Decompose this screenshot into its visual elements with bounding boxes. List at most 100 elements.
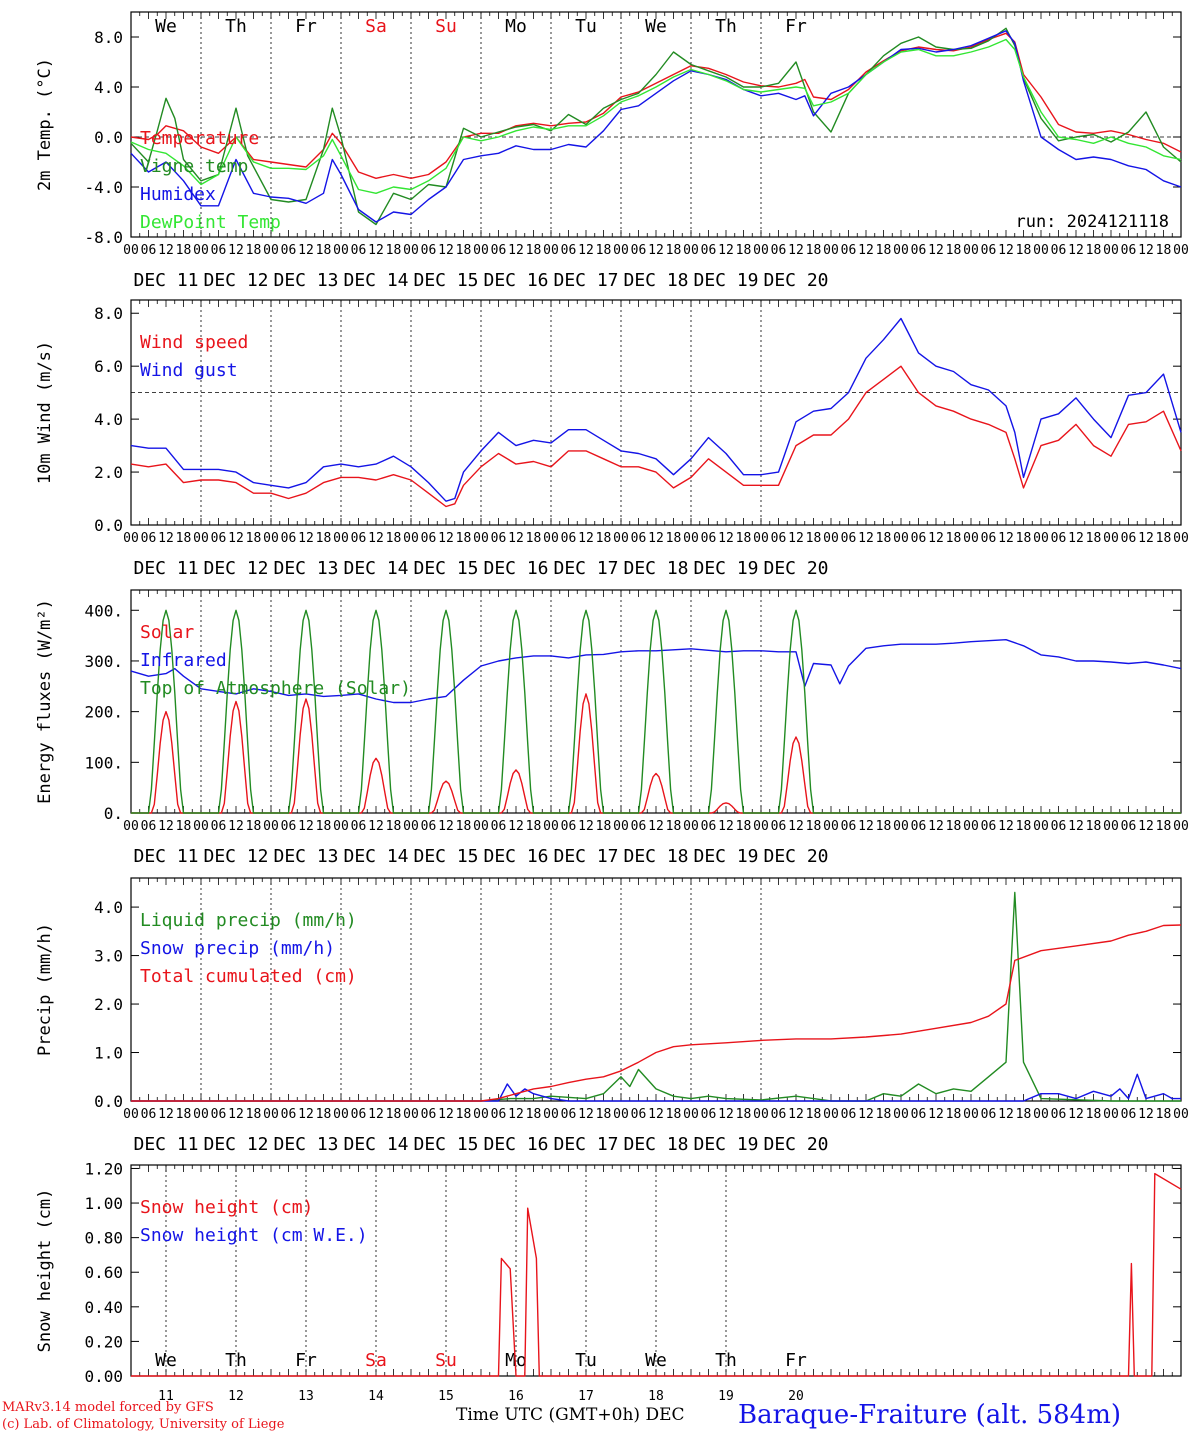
x-hour-label: 18 xyxy=(806,819,822,834)
x-hour-label: 12 xyxy=(788,1107,804,1122)
x-hour-label: 12 xyxy=(788,531,804,546)
x-hour-label: 06 xyxy=(351,819,367,834)
x-hour-label: 06 xyxy=(841,243,857,258)
x-day-number: 11 xyxy=(158,1389,174,1400)
x-hour-label: 12 xyxy=(368,531,384,546)
x-day-number: 12 xyxy=(228,1389,244,1400)
weekday-label: Th xyxy=(715,16,737,37)
x-hour-label: 00 xyxy=(333,243,349,258)
x-hour-label: 00 xyxy=(1173,1107,1189,1122)
series-line xyxy=(130,27,1182,226)
x-hour-label: 00 xyxy=(683,531,699,546)
x-hour-label: 18 xyxy=(736,531,752,546)
x-hour-label: 06 xyxy=(141,819,157,834)
y-tick-label: 0.40 xyxy=(84,1298,123,1317)
y-tick-label: 400. xyxy=(84,601,123,620)
x-hour-label: 00 xyxy=(403,531,419,546)
x-hour-label: 12 xyxy=(1138,1107,1154,1122)
y-tick-label: 100. xyxy=(84,753,123,772)
series-line xyxy=(130,365,1182,508)
x-hour-label: 06 xyxy=(1051,819,1067,834)
x-hour-label: 12 xyxy=(858,243,874,258)
legend-entry: Humidex xyxy=(140,184,216,205)
weekday-label: We xyxy=(155,16,177,37)
plot-frame xyxy=(130,589,1182,814)
x-day-label: DEC 18 xyxy=(623,558,688,579)
x-hour-label: 06 xyxy=(281,819,297,834)
x-hour-label: 12 xyxy=(228,531,244,546)
chart-panel-3: 0. 100. 200. 300. 400. Energy fluxes (W/m²) 00… xyxy=(35,589,1189,867)
run-annotation: run: 2024121118 xyxy=(1015,212,1169,232)
x-hour-label: 00 xyxy=(543,531,559,546)
x-hour-label: 06 xyxy=(771,819,787,834)
legend-entry: Solar xyxy=(140,622,194,643)
x-hour-label: 06 xyxy=(351,1107,367,1122)
x-hour-label: 06 xyxy=(141,1107,157,1122)
x-hour-label: 12 xyxy=(998,819,1014,834)
x-day-label: DEC 17 xyxy=(553,270,618,291)
x-hour-label: 18 xyxy=(1086,531,1102,546)
x-hour-label: 06 xyxy=(771,243,787,258)
x-hour-label: 12 xyxy=(998,531,1014,546)
x-hour-label: 06 xyxy=(911,1107,927,1122)
x-hour-label: 06 xyxy=(141,243,157,258)
x-hour-label: 00 xyxy=(123,1107,139,1122)
x-hour-label: 06 xyxy=(421,819,437,834)
x-hour-label: 00 xyxy=(1103,1107,1119,1122)
x-hour-label: 18 xyxy=(526,1107,542,1122)
x-hour-label: 06 xyxy=(281,243,297,258)
x-hour-label: 00 xyxy=(823,531,839,546)
y-tick-label: 8.0 xyxy=(94,28,123,47)
credit-label: (c) Lab. of Climatology, University of L… xyxy=(2,1417,285,1432)
x-hour-label: 12 xyxy=(578,1107,594,1122)
model-label: MARv3.14 model forced by GFS xyxy=(2,1400,214,1415)
x-hour-label: 06 xyxy=(841,1107,857,1122)
x-hour-label: 18 xyxy=(246,819,262,834)
x-hour-label: 00 xyxy=(1173,243,1189,258)
x-hour-label: 00 xyxy=(1033,243,1049,258)
time-label: Time UTC (GMT+0h) xyxy=(456,1405,641,1425)
x-hour-label: 00 xyxy=(753,1107,769,1122)
x-hour-label: 12 xyxy=(438,819,454,834)
weekday-label: Fr xyxy=(785,1350,807,1371)
x-hour-label: 12 xyxy=(508,819,524,834)
x-hour-label: 00 xyxy=(1173,819,1189,834)
x-hour-label: 06 xyxy=(1121,531,1137,546)
weekday-label: Th xyxy=(225,16,247,37)
x-day-label: DEC 15 xyxy=(413,270,478,291)
x-hour-label: 06 xyxy=(631,819,647,834)
x-hour-label: 12 xyxy=(928,819,944,834)
x-hour-label: 12 xyxy=(648,243,664,258)
y-tick-label: 0. xyxy=(104,804,123,823)
x-day-label: DEC 14 xyxy=(343,1134,408,1155)
x-hour-label: 00 xyxy=(193,819,209,834)
y-tick-label: 4.0 xyxy=(94,410,123,429)
legend-entry: Total cumulated (cm) xyxy=(140,966,357,987)
x-day-label: DEC 14 xyxy=(343,270,408,291)
x-hour-label: 06 xyxy=(1121,1107,1137,1122)
x-hour-label: 12 xyxy=(368,243,384,258)
x-hour-label: 18 xyxy=(1016,1107,1032,1122)
x-hour-label: 18 xyxy=(386,1107,402,1122)
y-tick-label: 300. xyxy=(84,652,123,671)
y-axis-label: Snow height (cm) xyxy=(35,1189,55,1353)
x-hour-label: 06 xyxy=(981,819,997,834)
x-hour-label: 12 xyxy=(788,819,804,834)
weekday-label: Sa xyxy=(365,1350,387,1371)
x-hour-label: 06 xyxy=(631,1107,647,1122)
legend-entry: Liquid precip (mm/h) xyxy=(140,910,357,931)
x-day-label: DEC 13 xyxy=(273,270,338,291)
series-line xyxy=(130,30,1182,223)
x-hour-label: 06 xyxy=(281,1107,297,1122)
x-hour-label: 00 xyxy=(403,1107,419,1122)
x-hour-label: 00 xyxy=(1033,819,1049,834)
x-hour-label: 12 xyxy=(858,819,874,834)
y-axis-label: 10m Wind (m/s) xyxy=(35,341,55,484)
x-hour-label: 18 xyxy=(1156,1107,1172,1122)
x-hour-label: 12 xyxy=(718,819,734,834)
x-hour-label: 00 xyxy=(963,531,979,546)
x-hour-label: 00 xyxy=(753,243,769,258)
x-day-label: DEC 14 xyxy=(343,846,408,867)
x-hour-label: 18 xyxy=(1016,819,1032,834)
x-hour-label: 12 xyxy=(648,1107,664,1122)
